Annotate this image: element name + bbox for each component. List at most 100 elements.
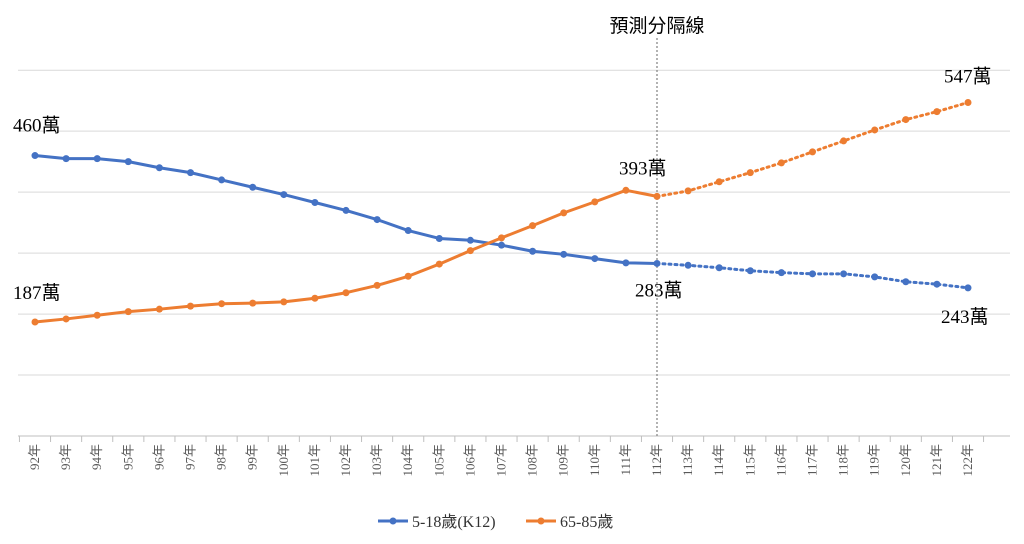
x-tick-label: 112年 xyxy=(649,444,664,476)
x-tick-label: 119年 xyxy=(867,444,882,476)
x-tick-label: 100年 xyxy=(276,444,291,477)
data-point xyxy=(653,259,661,267)
data-point xyxy=(466,247,474,255)
x-tick-label: 114年 xyxy=(711,444,726,476)
x-tick-label: 117年 xyxy=(805,444,820,476)
data-point xyxy=(124,158,132,166)
data-point xyxy=(902,278,910,286)
data-annotation: 460萬 xyxy=(13,115,61,137)
x-tick-label: 106年 xyxy=(462,444,477,477)
data-point xyxy=(404,227,412,235)
data-point xyxy=(777,269,785,277)
x-tick-label: 98年 xyxy=(214,444,229,470)
data-point xyxy=(124,308,132,316)
data-point xyxy=(218,300,226,308)
data-point xyxy=(435,234,443,242)
data-point xyxy=(809,148,816,156)
x-tick-label: 104年 xyxy=(400,444,415,477)
x-tick-label: 103年 xyxy=(369,444,384,477)
data-point xyxy=(498,241,505,249)
data-point xyxy=(933,108,941,116)
data-point xyxy=(93,311,101,319)
data-point xyxy=(498,234,505,242)
data-point xyxy=(715,264,723,272)
data-point xyxy=(715,178,723,186)
data-point xyxy=(218,176,226,184)
x-tick-label: 121年 xyxy=(929,444,944,477)
data-point xyxy=(871,273,879,281)
data-point xyxy=(871,126,879,134)
data-point xyxy=(249,299,257,307)
legend-label: 5-18歲(K12) xyxy=(412,513,496,531)
data-point xyxy=(591,255,599,263)
x-tick-label: 108年 xyxy=(525,444,540,477)
data-point xyxy=(373,216,381,224)
data-point xyxy=(93,155,101,163)
data-point xyxy=(591,198,599,206)
data-point xyxy=(684,187,692,195)
x-tick-label: 113年 xyxy=(680,444,695,476)
x-tick-label: 96年 xyxy=(151,444,166,470)
data-point xyxy=(31,152,39,160)
data-point xyxy=(529,222,537,230)
x-tick-label: 99年 xyxy=(245,444,260,470)
x-tick-label: 95年 xyxy=(120,444,135,470)
data-point xyxy=(933,280,941,288)
legend-swatch-marker xyxy=(537,517,545,525)
data-point xyxy=(529,247,537,255)
data-point xyxy=(342,289,350,297)
legend-label: 65-85歲 xyxy=(560,513,613,531)
data-point xyxy=(840,270,848,278)
data-point xyxy=(31,318,39,326)
legend-swatch-marker xyxy=(389,517,397,525)
data-point xyxy=(280,191,288,199)
x-tick-label: 92年 xyxy=(27,444,42,470)
data-point xyxy=(964,284,972,292)
data-point xyxy=(404,272,412,280)
data-point xyxy=(560,209,568,217)
data-point xyxy=(249,183,257,191)
data-point xyxy=(342,206,350,214)
data-point xyxy=(622,186,630,194)
x-tick-label: 93年 xyxy=(58,444,73,470)
data-point xyxy=(155,164,163,172)
x-tick-label: 109年 xyxy=(556,444,571,477)
forecast-divider-label: 預測分隔線 xyxy=(609,15,704,37)
data-point xyxy=(466,236,474,244)
data-point xyxy=(435,260,443,268)
data-point xyxy=(311,198,319,206)
data-annotation: 243萬 xyxy=(941,306,989,328)
x-tick-label: 122年 xyxy=(960,444,975,477)
data-point xyxy=(187,169,194,177)
data-point xyxy=(653,192,661,200)
x-tick-label: 107年 xyxy=(494,444,509,477)
data-annotation: 393萬 xyxy=(619,157,667,179)
data-point xyxy=(373,281,381,289)
x-tick-label: 102年 xyxy=(338,444,353,477)
data-point xyxy=(746,169,754,177)
data-point xyxy=(777,159,785,167)
data-point xyxy=(746,267,754,275)
data-point xyxy=(280,298,288,306)
data-annotation: 547萬 xyxy=(944,66,992,88)
x-tick-label: 111年 xyxy=(618,444,633,476)
data-annotation: 187萬 xyxy=(13,282,61,304)
data-point xyxy=(964,99,972,107)
x-tick-label: 118年 xyxy=(836,444,851,476)
x-tick-label: 105年 xyxy=(431,444,446,477)
data-point xyxy=(155,305,163,313)
data-point xyxy=(809,270,816,278)
data-point xyxy=(62,315,70,323)
data-point xyxy=(622,259,630,267)
data-point xyxy=(311,294,319,302)
data-point xyxy=(902,116,910,124)
x-tick-label: 110年 xyxy=(587,444,602,476)
x-tick-label: 97年 xyxy=(183,444,198,470)
data-point xyxy=(840,137,848,145)
x-tick-label: 94年 xyxy=(89,444,104,470)
x-tick-label: 116年 xyxy=(773,444,788,476)
x-tick-label: 101年 xyxy=(307,444,322,477)
data-point xyxy=(187,302,194,310)
data-annotation: 283萬 xyxy=(635,279,683,301)
